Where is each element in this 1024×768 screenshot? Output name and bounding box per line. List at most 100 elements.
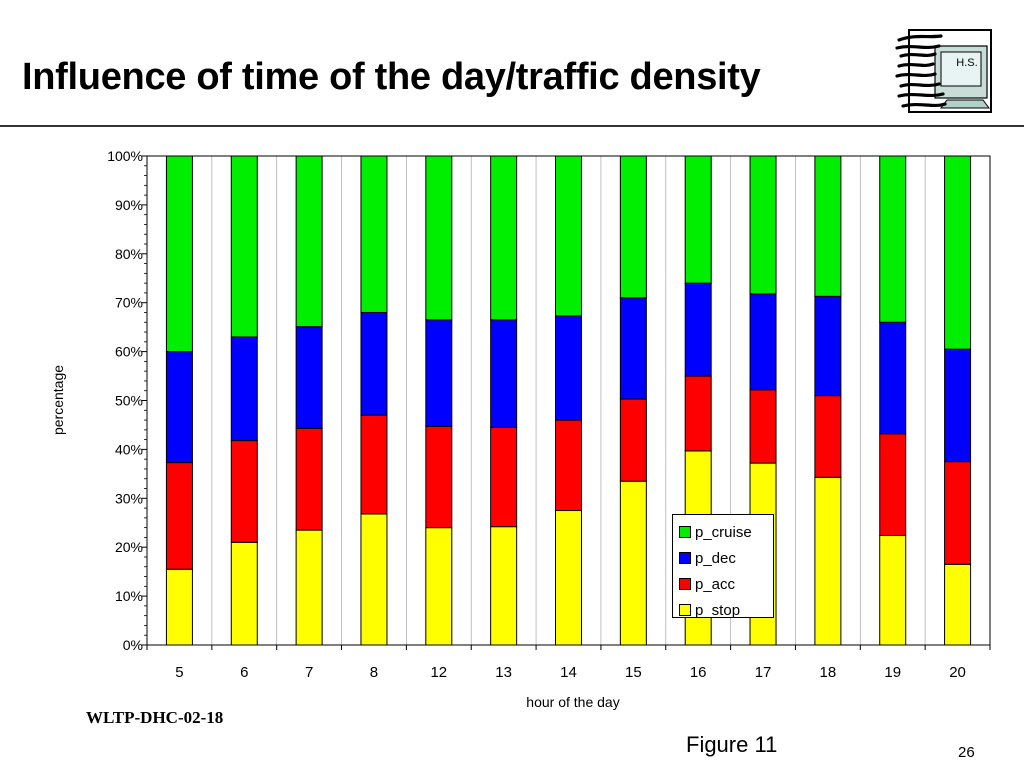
bar-p_acc-6: [230, 440, 258, 543]
x-tick-label: 13: [495, 664, 512, 681]
bar-p_acc-8: [360, 414, 388, 515]
bar-p_dec-19: [879, 321, 907, 435]
bar-p_cruise-19: [879, 155, 907, 323]
x-tick-label: 20: [949, 664, 966, 681]
bar-p_stop-5: [165, 568, 193, 646]
figure-label: Figure 11: [686, 732, 778, 757]
bar-p_stop-8: [360, 513, 388, 646]
bar-p_stop-14: [555, 510, 582, 646]
legend-swatch-p_dec: [679, 552, 691, 564]
title-divider: [0, 125, 1024, 127]
x-tick-label: 14: [560, 664, 577, 681]
y-axis-label: percentage: [50, 364, 66, 436]
legend-item-p_acc: p_acc: [679, 571, 773, 597]
bar-p_acc-16: [684, 375, 712, 452]
legend-item-p_cruise: p_cruise: [679, 519, 773, 545]
bar-p_dec-12: [425, 319, 453, 427]
bar-p_cruise-17: [749, 155, 777, 295]
y-tick-label: 0%: [123, 637, 143, 653]
x-tick-label: 15: [625, 664, 642, 681]
bar-p_cruise-6: [230, 155, 258, 338]
y-tick-label: 20%: [115, 539, 143, 555]
y-tick-label: 80%: [115, 246, 143, 262]
bar-p_cruise-8: [360, 155, 388, 313]
x-tick-label: 8: [370, 664, 378, 681]
bar-p_cruise-16: [684, 155, 712, 284]
y-tick-label: 60%: [115, 344, 143, 360]
x-tick-label: 7: [305, 664, 313, 681]
bar-p_acc-14: [555, 419, 582, 512]
legend-swatch-p_cruise: [679, 526, 691, 538]
bar-p_dec-18: [814, 295, 842, 397]
bar-p_acc-20: [944, 461, 972, 565]
bar-p_dec-13: [490, 319, 518, 428]
x-tick-label: 18: [820, 664, 837, 681]
bar-p_dec-15: [619, 297, 647, 400]
y-tick-label: 40%: [115, 441, 143, 457]
bar-p_stop-13: [490, 526, 518, 646]
bar-p_cruise-13: [490, 155, 518, 321]
bar-p_acc-12: [425, 425, 453, 529]
bar-p_dec-17: [749, 293, 777, 391]
bar-p_dec-5: [165, 351, 193, 464]
x-axis-label: hour of the day: [526, 694, 620, 710]
bar-p_cruise-12: [425, 155, 453, 321]
bar-p_cruise-14: [555, 155, 582, 317]
legend: p_cruise p_dec p_acc p_stop: [672, 514, 774, 619]
bar-p_cruise-15: [619, 155, 647, 299]
document-id: WLTP-DHC-02-18: [86, 708, 224, 727]
y-tick-label: 30%: [115, 490, 143, 506]
bar-p_cruise-7: [295, 155, 323, 328]
legend-label-p_cruise: p_cruise: [695, 523, 752, 541]
bar-p_cruise-18: [814, 155, 842, 297]
bar-p_stop-6: [230, 541, 258, 646]
x-tick-label: 5: [175, 664, 183, 681]
bar-p_dec-20: [944, 348, 972, 463]
bar-p_acc-5: [165, 462, 193, 570]
bar-p_dec-8: [360, 311, 388, 416]
legend-swatch-p_acc: [679, 578, 691, 590]
bar-p_acc-15: [619, 398, 647, 482]
bar-p_dec-7: [295, 326, 323, 429]
axes: [142, 155, 991, 650]
y-tick-label: 90%: [115, 197, 143, 213]
x-tick-label: 12: [430, 664, 447, 681]
bars: [165, 155, 972, 646]
bar-p_acc-17: [749, 389, 777, 464]
legend-swatch-p_stop: [679, 604, 691, 616]
legend-item-p_stop: p_stop: [679, 597, 773, 623]
bar-p_acc-18: [814, 395, 842, 478]
legend-label-p_dec: p_dec: [695, 549, 736, 567]
bar-p_stop-7: [295, 529, 323, 646]
page-number: 26: [958, 744, 975, 761]
bar-p_dec-16: [684, 282, 712, 377]
y-tick-label: 50%: [115, 393, 143, 409]
y-tick-label: 100%: [107, 148, 143, 164]
bar-p_cruise-20: [944, 155, 972, 350]
bar-p_stop-19: [879, 534, 907, 646]
x-tick-label: 19: [884, 664, 901, 681]
bar-p_stop-18: [814, 476, 842, 646]
bar-p_acc-13: [490, 426, 518, 528]
bar-p_dec-6: [230, 336, 258, 442]
x-tick-label: 6: [240, 664, 248, 681]
y-tick-label: 70%: [115, 295, 143, 311]
bar-p_cruise-5: [165, 155, 193, 353]
logo-text: H.S.: [956, 57, 977, 69]
legend-label-p_stop: p_stop: [695, 601, 741, 619]
bar-p_stop-20: [944, 563, 972, 646]
slide-title: Influence of time of the day/traffic den…: [22, 56, 761, 98]
legend-label-p_acc: p_acc: [695, 575, 736, 593]
hs-logo: H.S.: [895, 29, 992, 113]
bar-p_stop-12: [425, 527, 453, 646]
tick-labels: 0% 10% 20% 30% 40% 50% 60% 70% 80% 90% 100% 5 6 7 8 12 1…: [107, 148, 966, 681]
bar-p_acc-19: [879, 433, 907, 536]
legend-item-p_dec: p_dec: [679, 545, 773, 571]
y-tick-label: 10%: [115, 588, 143, 604]
x-tick-label: 16: [690, 664, 707, 681]
bar-p_stop-15: [619, 480, 647, 646]
bar-p_dec-14: [555, 315, 582, 421]
x-tick-label: 17: [755, 664, 772, 681]
bar-p_acc-7: [295, 427, 323, 531]
